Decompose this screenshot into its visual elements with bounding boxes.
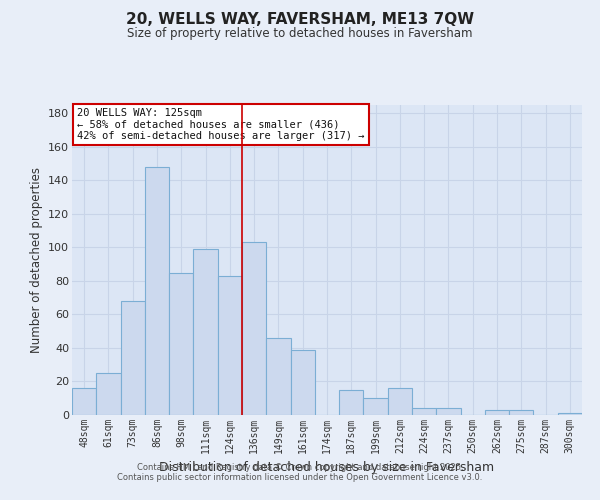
- Bar: [242, 242, 266, 415]
- Bar: [339, 390, 364, 415]
- Bar: [388, 388, 412, 415]
- Bar: [218, 276, 242, 415]
- Bar: [364, 398, 388, 415]
- Bar: [412, 408, 436, 415]
- Bar: [193, 249, 218, 415]
- Bar: [509, 410, 533, 415]
- Bar: [436, 408, 461, 415]
- Text: Contains public sector information licensed under the Open Government Licence v3: Contains public sector information licen…: [118, 474, 482, 482]
- Bar: [169, 272, 193, 415]
- Text: Size of property relative to detached houses in Faversham: Size of property relative to detached ho…: [127, 28, 473, 40]
- Y-axis label: Number of detached properties: Number of detached properties: [29, 167, 43, 353]
- Text: 20 WELLS WAY: 125sqm
← 58% of detached houses are smaller (436)
42% of semi-deta: 20 WELLS WAY: 125sqm ← 58% of detached h…: [77, 108, 365, 142]
- X-axis label: Distribution of detached houses by size in Faversham: Distribution of detached houses by size …: [160, 462, 494, 474]
- Bar: [485, 410, 509, 415]
- Bar: [558, 414, 582, 415]
- Bar: [96, 373, 121, 415]
- Text: Contains HM Land Registry data © Crown copyright and database right 2025.: Contains HM Land Registry data © Crown c…: [137, 464, 463, 472]
- Bar: [290, 350, 315, 415]
- Bar: [266, 338, 290, 415]
- Bar: [145, 167, 169, 415]
- Bar: [121, 301, 145, 415]
- Bar: [72, 388, 96, 415]
- Text: 20, WELLS WAY, FAVERSHAM, ME13 7QW: 20, WELLS WAY, FAVERSHAM, ME13 7QW: [126, 12, 474, 28]
